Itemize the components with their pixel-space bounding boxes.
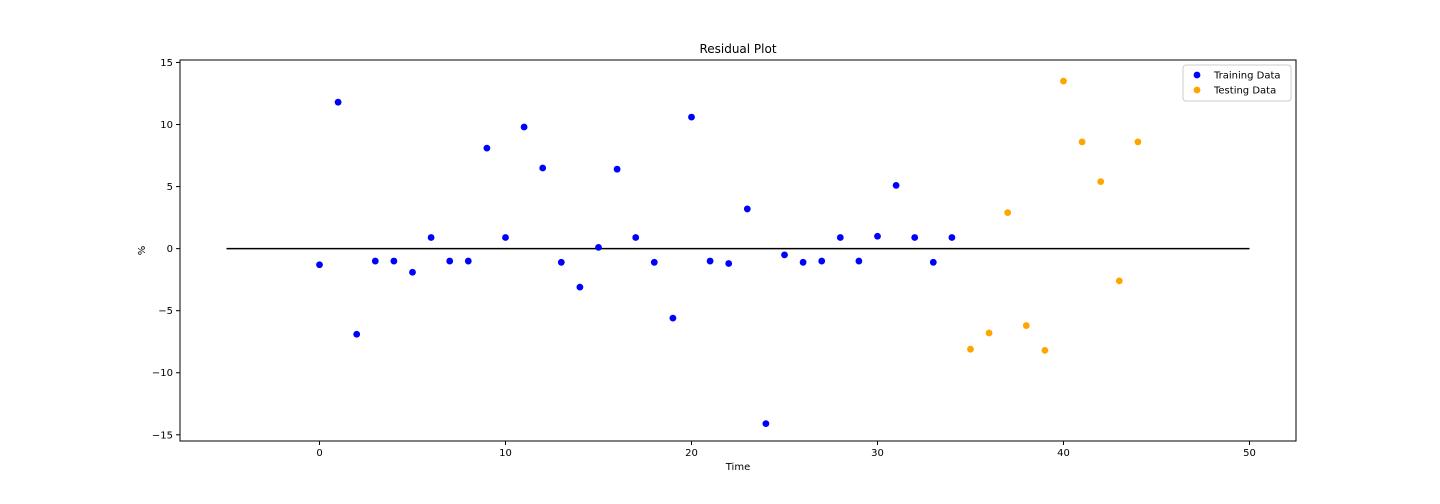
y-tick-label: −5 [158, 306, 173, 317]
data-point [1060, 77, 1067, 85]
data-point [725, 260, 733, 267]
data-point [464, 257, 472, 265]
data-point [818, 257, 826, 265]
data-point [836, 234, 844, 241]
x-tick-label: 40 [1057, 448, 1070, 459]
data-point [409, 268, 416, 276]
data-point [706, 257, 714, 265]
data-point [1115, 277, 1123, 285]
data-point [1078, 138, 1086, 146]
x-axis: 0 10 20 30 40 50 [316, 441, 1256, 459]
plot-area [226, 77, 1250, 428]
y-tick-label: 15 [160, 58, 173, 69]
data-point [613, 165, 621, 173]
data-point [632, 234, 640, 241]
data-point [948, 234, 956, 241]
data-point [911, 234, 919, 241]
legend-marker [1193, 86, 1201, 94]
data-point [743, 205, 751, 213]
data-point [929, 258, 937, 266]
data-point [669, 314, 677, 322]
data-point [967, 345, 974, 353]
data-point [595, 243, 602, 251]
data-point [539, 164, 547, 172]
x-tick-label: 10 [499, 448, 512, 459]
data-point [650, 258, 658, 266]
data-point [781, 251, 788, 259]
legend-box [1182, 64, 1292, 102]
x-axis-title: Time [725, 462, 750, 473]
data-point [371, 257, 379, 265]
data-point [1022, 322, 1030, 329]
data-point [446, 257, 454, 265]
y-tick-label: 5 [167, 182, 173, 193]
x-tick-label: 0 [316, 448, 322, 459]
y-axis-title: % [137, 246, 148, 256]
data-point [390, 257, 398, 265]
data-point [1097, 178, 1105, 186]
data-point [520, 123, 528, 131]
x-tick-label: 30 [871, 448, 884, 459]
legend-label: Training Data [1213, 71, 1281, 82]
legend: Training Data Testing Data [1182, 64, 1292, 102]
series-testing [967, 77, 1142, 354]
y-tick-label: −10 [152, 368, 173, 379]
data-point [576, 283, 584, 291]
data-point [688, 113, 695, 121]
legend-label: Testing Data [1213, 86, 1276, 97]
plot-frame [179, 59, 1297, 442]
y-tick-label: 0 [167, 244, 173, 255]
data-point [334, 98, 342, 106]
x-tick-label: 50 [1243, 448, 1256, 459]
data-point [353, 330, 361, 338]
y-axis: −15 −10 −5 0 5 10 15 [152, 58, 180, 441]
data-point [985, 329, 993, 337]
data-point [892, 181, 900, 189]
data-point [557, 258, 565, 266]
data-point [874, 232, 881, 240]
data-point [502, 234, 509, 241]
data-point [483, 144, 491, 152]
data-point [1004, 209, 1012, 217]
series-training [316, 98, 956, 428]
legend-marker [1193, 71, 1201, 79]
data-point [855, 257, 863, 265]
data-point [1134, 138, 1142, 146]
data-point [1041, 347, 1049, 354]
chart-title: Residual Plot [699, 42, 776, 56]
y-tick-label: −15 [152, 430, 173, 441]
data-point [799, 258, 807, 266]
x-tick-label: 20 [685, 448, 698, 459]
data-point [316, 261, 323, 269]
data-point [762, 420, 770, 428]
y-tick-label: 10 [160, 120, 173, 131]
data-point [427, 234, 435, 241]
